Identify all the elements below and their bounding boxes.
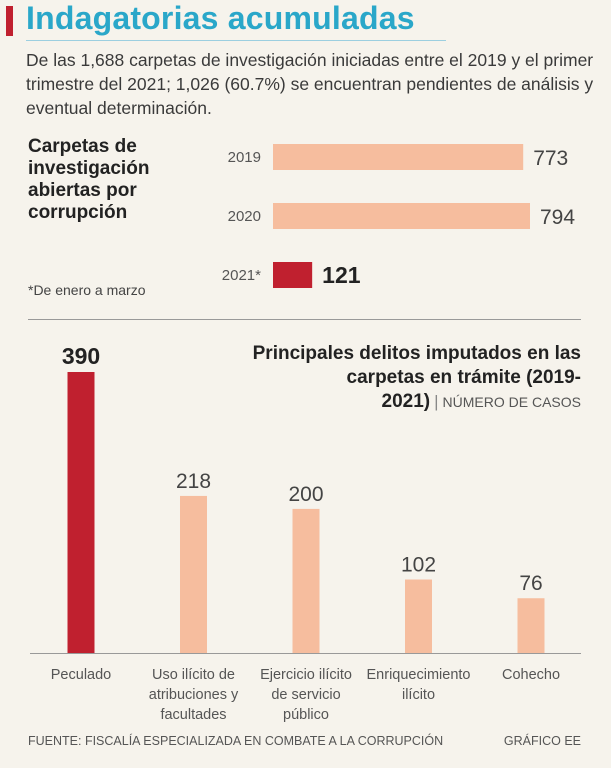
chart1-bar [273, 262, 313, 288]
chart1-horizontal-bars: 2019 773 2020 794 2021* 121 [222, 144, 575, 288]
chart2-category-label: Peculado [51, 667, 111, 683]
chart2-title: Principales delitos imputados en las car… [252, 343, 581, 412]
source-note: FUENTE: FISCALÍA ESPECIALIZADA EN COMBAT… [28, 734, 444, 748]
chart2-category-label: Uso ilícito de atribuciones y facultades [149, 667, 239, 723]
chart2-bar [292, 508, 320, 653]
chart2-bar [67, 372, 95, 653]
chart1-value-label: 773 [533, 147, 568, 170]
chart2-bar [405, 579, 432, 653]
chart2-category-label: Ejercicio ilícito de servicio público [260, 667, 352, 723]
section-divider [28, 319, 581, 320]
chart1-bar [273, 203, 530, 229]
chart2-bar [517, 598, 545, 653]
chart2-value-label: 218 [176, 470, 211, 493]
chart2-category-label: Enriquecimiento ilícito [367, 667, 471, 703]
credit-note: GRÁFICO EE [503, 734, 581, 748]
title-separator: | [434, 392, 439, 411]
chart2-bar [180, 495, 207, 653]
chart1-category-label: 2019 [228, 149, 261, 166]
subtitle: De las 1,688 carpetas de investigación i… [26, 50, 594, 118]
chart2-value-label: 200 [288, 483, 323, 506]
page-title: Indagatorias acumuladas [26, 0, 415, 36]
title-accent-bar [6, 6, 13, 36]
chart2-title-block: Principales delitos imputados en las car… [241, 342, 581, 414]
chart1-category-label: 2020 [228, 208, 261, 225]
chart1-value-label: 121 [322, 262, 361, 288]
chart2-category-label: Cohecho [502, 667, 560, 683]
chart2-value-label: 102 [401, 554, 436, 577]
chart1-title: Carpetas de investigación abiertas por c… [28, 136, 150, 223]
chart1-value-label: 794 [540, 206, 575, 229]
chart2-unit: NÚMERO DE CASOS [442, 394, 581, 410]
footnote: *De enero a marzo [28, 282, 146, 298]
chart1-bar [273, 144, 524, 170]
chart2-value-label: 390 [62, 343, 100, 369]
chart1-category-label: 2021* [222, 267, 261, 284]
title-underline [26, 40, 446, 41]
chart2-value-label: 76 [519, 572, 542, 595]
